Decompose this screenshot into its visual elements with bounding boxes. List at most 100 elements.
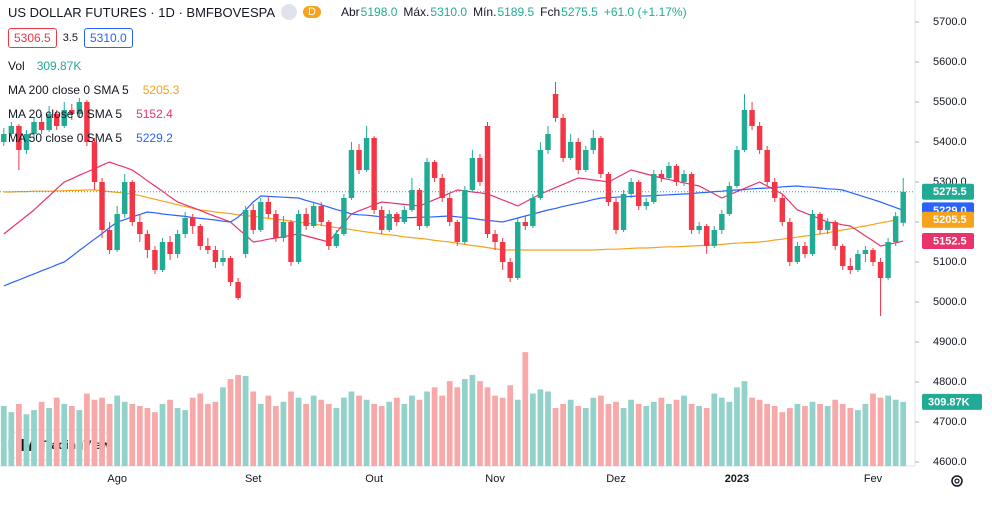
volume-bar xyxy=(703,408,710,466)
ma-legend-name: MA 50 close 0 SMA 5 xyxy=(8,131,123,145)
volume-bar xyxy=(492,395,498,466)
volume-bar xyxy=(265,395,272,466)
volume-bar xyxy=(197,393,204,466)
volume-bar xyxy=(870,393,876,466)
volume-bar xyxy=(356,395,362,466)
y-tick-label: 4600.0 xyxy=(933,456,967,468)
volume-bar xyxy=(817,403,823,466)
candle-body xyxy=(469,158,476,190)
volume-bar xyxy=(756,399,763,466)
volume-bar xyxy=(877,397,884,466)
volume-bar xyxy=(522,352,529,466)
volume-bar xyxy=(802,405,808,466)
candle-body xyxy=(552,94,559,118)
volume-bar xyxy=(832,399,839,466)
volume-bar xyxy=(696,405,703,466)
volume-bar xyxy=(401,403,408,466)
price-tag xyxy=(922,183,974,200)
volume-bar xyxy=(235,374,241,466)
candle-body xyxy=(295,214,302,262)
volume-bar xyxy=(227,379,234,466)
header: US DOLLAR FUTURES · 1D · BMFBOVESPA D Ab… xyxy=(8,4,687,20)
candle-body xyxy=(734,150,740,186)
candle-body xyxy=(288,222,294,262)
sell-button[interactable]: 5306.5 xyxy=(8,28,57,48)
candle-body xyxy=(439,178,445,198)
close-value: 5275.5 xyxy=(561,5,598,19)
candle-body xyxy=(779,198,786,222)
candle-body xyxy=(605,174,612,202)
candle-body xyxy=(545,134,551,150)
volume-bar xyxy=(529,393,536,466)
candle-body xyxy=(76,102,83,114)
volume-bar xyxy=(371,403,378,466)
volume-bar xyxy=(567,399,574,466)
volume-bar xyxy=(552,408,559,466)
interval-badge: D xyxy=(303,6,321,18)
candle-body xyxy=(454,222,461,242)
candle-body xyxy=(121,182,128,214)
candle-body xyxy=(756,126,763,150)
candle-body xyxy=(356,150,362,170)
ma-legend-row[interactable]: MA 50 close 0 SMA 5 5229.2 xyxy=(8,131,173,145)
candle-body xyxy=(265,202,272,214)
candle-body xyxy=(69,110,75,114)
volume-bar xyxy=(779,412,786,466)
candle-body xyxy=(137,222,143,234)
volume-bar xyxy=(537,389,544,466)
y-tick-label: 5100.0 xyxy=(933,256,967,268)
volume-bar xyxy=(129,403,136,466)
ma-legend-row[interactable]: MA 200 close 0 SMA 5 5205.3 xyxy=(8,83,179,97)
volume-bar xyxy=(0,405,7,466)
volume-bar xyxy=(310,395,317,466)
candle-body xyxy=(333,234,340,246)
candle-body xyxy=(61,110,67,126)
x-tick-label: Nov xyxy=(485,473,505,485)
volume-legend: Vol 309.87K xyxy=(8,59,81,73)
volume-bar xyxy=(711,393,718,466)
candle-body xyxy=(817,214,823,230)
volume-bar xyxy=(121,401,128,466)
settings-icon[interactable] xyxy=(951,475,963,487)
candle-body xyxy=(318,206,324,222)
ma-legend-row[interactable]: MA 20 close 0 SMA 5 5152.4 xyxy=(8,107,173,121)
volume-bars xyxy=(0,352,907,466)
volume-bar xyxy=(885,395,891,466)
candle-body xyxy=(522,222,529,226)
volume-bar xyxy=(854,410,861,466)
volume-bar xyxy=(499,397,506,466)
candle-body xyxy=(46,114,52,130)
candle-body xyxy=(877,262,884,278)
symbol-title[interactable]: US DOLLAR FUTURES · 1D · BMFBOVESPA xyxy=(8,4,276,20)
candle-body xyxy=(446,198,453,222)
close-label: Fch xyxy=(540,5,561,19)
trade-buttons: 5306.5 3.5 5310.0 xyxy=(8,28,133,48)
volume-bar xyxy=(341,397,347,466)
ma-legend-value: 5152.4 xyxy=(136,107,173,121)
candle-body xyxy=(235,282,241,298)
volume-bar xyxy=(650,401,657,466)
volume-bar xyxy=(409,395,415,466)
volume-bar xyxy=(159,403,166,466)
candle-body xyxy=(567,142,574,158)
volume-bar xyxy=(847,408,854,466)
candle-body xyxy=(590,138,597,150)
open-value: 5198.0 xyxy=(360,5,398,19)
candle-body xyxy=(159,242,166,270)
volume-bar xyxy=(257,403,264,466)
candle-body xyxy=(840,246,846,266)
candle-body xyxy=(855,254,861,270)
volume-bar xyxy=(31,410,37,466)
volume-bar xyxy=(809,401,816,466)
buy-button[interactable]: 5310.0 xyxy=(84,28,133,48)
volume-bar xyxy=(673,399,680,466)
price-tag-label: 5275.5 xyxy=(933,186,967,198)
volume-bar xyxy=(658,397,665,466)
candle-body xyxy=(560,118,566,158)
volume-bar xyxy=(273,405,279,466)
volume-bar xyxy=(167,399,173,466)
volume-bar xyxy=(220,387,226,466)
candle-body xyxy=(719,214,725,230)
candle-body xyxy=(651,174,657,202)
